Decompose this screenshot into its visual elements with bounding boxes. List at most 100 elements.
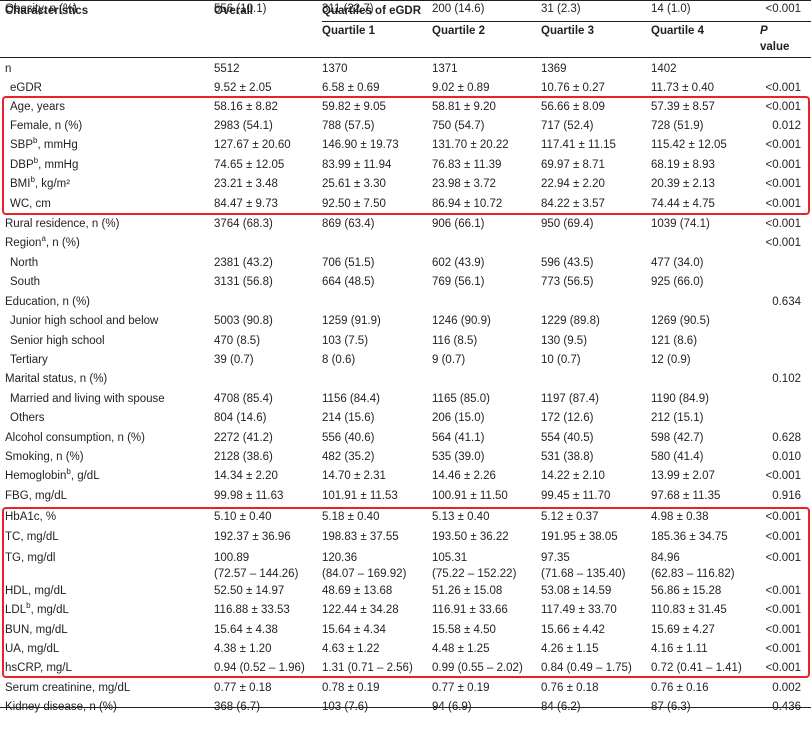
cell-q2: 0.77 ± 0.19 <box>432 682 490 694</box>
cell-q1: 482 (35.2) <box>322 451 375 463</box>
row-label-text: Senior high school <box>10 335 105 347</box>
row-label-text: DBP <box>10 159 34 171</box>
cell-overall: 23.21 ± 3.48 <box>214 178 278 190</box>
cell-q1: 0.78 ± 0.19 <box>322 682 380 694</box>
cell-q2: 602 (43.9) <box>432 257 485 269</box>
cell-q2: 1165 (85.0) <box>432 393 490 405</box>
cell-overall: 100.89 <box>214 552 250 564</box>
cell-q2: 116.91 ± 33.66 <box>432 604 508 616</box>
cell-overall: 15.64 ± 4.38 <box>214 624 278 636</box>
cell-q4: 56.86 ± 15.28 <box>651 585 722 597</box>
row-label: Obesity, n (%) <box>5 0 77 20</box>
cell-q4: 20.39 ± 2.13 <box>651 178 715 190</box>
cell-q1: 869 (63.4) <box>322 218 375 230</box>
cell-q3-range: (71.68 – 135.40) <box>541 568 626 580</box>
header-q2: Quartile 2 <box>432 25 486 37</box>
row-label-text: Marital status, n (%) <box>5 373 108 385</box>
cell-q1: 103 (7.5) <box>322 335 369 347</box>
cell-p-value: <0.001 <box>765 511 802 523</box>
cell-q2: 9 (0.7) <box>432 354 466 366</box>
cell-q3: 53.08 ± 14.59 <box>541 585 612 597</box>
row-label-text: Obesity, n (%) <box>5 3 77 15</box>
cell-q3: 950 (69.4) <box>541 218 594 230</box>
cell-p-value: <0.001 <box>765 585 802 597</box>
cell-q2: 750 (54.7) <box>432 120 485 132</box>
cell-q1: 6.58 ± 0.69 <box>322 82 380 94</box>
cell-q2: 58.81 ± 9.20 <box>432 101 496 113</box>
table-row: eGDR 9.52 ± 2.05 6.58 ± 0.69 9.02 ± 0.89 10.… <box>0 79 811 99</box>
cell-q3: 531 (38.8) <box>541 451 594 463</box>
cell-overall: 4.38 ± 1.20 <box>214 643 272 655</box>
cell-q2-range: (75.22 – 152.22) <box>432 568 517 580</box>
row-label: TC, mg/dL <box>5 528 59 548</box>
top-rule <box>0 0 811 1</box>
row-label-text: n <box>5 63 12 75</box>
cell-q3: 10.76 ± 0.27 <box>541 82 605 94</box>
cell-q3: 15.66 ± 4.42 <box>541 624 605 636</box>
row-label-text: BMI <box>10 178 31 190</box>
row-label-text: FBG, mg/dL <box>5 490 67 502</box>
cell-q4: 1039 (74.1) <box>651 218 710 230</box>
table-row: Education, n (%) 0.634 <box>0 293 811 313</box>
row-label-text: Junior high school and below <box>10 315 159 327</box>
row-label: Senior high school <box>10 332 105 352</box>
cell-overall: 127.67 ± 20.60 <box>214 139 291 151</box>
cell-p-value: 0.102 <box>772 373 801 385</box>
cell-q1: 14.70 ± 2.31 <box>322 470 386 482</box>
cell-q3: 117.41 ± 11.15 <box>541 139 616 151</box>
footnote-marker: b <box>33 136 38 146</box>
row-label: n <box>5 60 11 80</box>
cell-q4: 57.39 ± 8.57 <box>651 101 715 113</box>
row-label: WC, cm <box>10 195 51 215</box>
table-row: DBPb, mmHg 74.65 ± 12.05 83.99 ± 11.94 76.8… <box>0 156 811 176</box>
cell-q4: 925 (66.0) <box>651 276 704 288</box>
cell-q3: 22.94 ± 2.20 <box>541 178 605 190</box>
row-label: BUN, mg/dL <box>5 621 68 641</box>
row-label: Alcohol consumption, n (%) <box>5 429 145 449</box>
cell-q1-range: (84.07 – 169.92) <box>322 568 407 580</box>
table-row: Age, years 58.16 ± 8.82 59.82 ± 9.05 58.81 … <box>0 98 811 118</box>
table-row: SBPb, mmHg 127.67 ± 20.60 146.90 ± 19.73 13… <box>0 136 811 156</box>
cell-q1: 48.69 ± 13.68 <box>322 585 393 597</box>
cell-q4: 0.76 ± 0.16 <box>651 682 709 694</box>
cell-p-value: 0.634 <box>772 296 801 308</box>
cell-q4: 477 (34.0) <box>651 257 704 269</box>
cell-q1: 1156 (84.4) <box>322 393 380 405</box>
cell-q2: 535 (39.0) <box>432 451 485 463</box>
row-label-text: UA, mg/dL <box>5 643 60 655</box>
cell-q2: 23.98 ± 3.72 <box>432 178 496 190</box>
row-label: North <box>10 254 38 274</box>
cell-q1: 8 (0.6) <box>322 354 356 366</box>
cell-q3: 69.97 ± 8.71 <box>541 159 605 171</box>
cell-p-value: <0.001 <box>765 237 802 249</box>
row-label: TG, mg/dl <box>5 549 55 569</box>
cell-q4: 12 (0.9) <box>651 354 691 366</box>
cell-q3: 31 (2.3) <box>541 3 581 15</box>
row-label: BMIb, kg/m² <box>10 175 70 195</box>
table-row: Female, n (%) 2983 (54.1) 788 (57.5) 750 (5… <box>0 117 811 137</box>
row-label-text: Female, n (%) <box>10 120 83 132</box>
cell-overall: 804 (14.6) <box>214 412 267 424</box>
cell-q4: 580 (41.4) <box>651 451 704 463</box>
cell-q2: 14.46 ± 2.26 <box>432 470 496 482</box>
row-label-text: TC, mg/dL <box>5 531 59 543</box>
cell-overall: 39 (0.7) <box>214 354 254 366</box>
cell-q4: 74.44 ± 4.75 <box>651 198 715 210</box>
row-label-unit: , mg/dL <box>30 604 69 616</box>
table-row: BMIb, kg/m² 23.21 ± 3.48 25.61 ± 3.30 23.98… <box>0 175 811 195</box>
cell-overall: 74.65 ± 12.05 <box>214 159 285 171</box>
cell-q2: 200 (14.6) <box>432 3 485 15</box>
cell-overall: 5512 <box>214 63 240 75</box>
table-row: UA, mg/dL 4.38 ± 1.20 4.63 ± 1.22 4.48 ± 1.… <box>0 640 811 660</box>
row-label: Serum creatinine, mg/dL <box>5 679 130 699</box>
cell-q1: 15.64 ± 4.34 <box>322 624 386 636</box>
table-row: TC, mg/dL 192.37 ± 36.96 198.83 ± 37.55 193… <box>0 528 811 548</box>
table-row: Regiona, n (%) <0.001 <box>0 234 811 254</box>
row-label: Age, years <box>10 98 65 118</box>
cell-q1: 1.31 (0.71 – 2.56) <box>322 662 413 674</box>
cell-q2: 51.26 ± 15.08 <box>432 585 503 597</box>
cell-q3: 117.49 ± 33.70 <box>541 604 617 616</box>
cell-p-value: <0.001 <box>765 604 802 616</box>
row-label-text: North <box>10 257 39 269</box>
table-row: Serum creatinine, mg/dL 0.77 ± 0.18 0.78 ±… <box>0 679 811 699</box>
